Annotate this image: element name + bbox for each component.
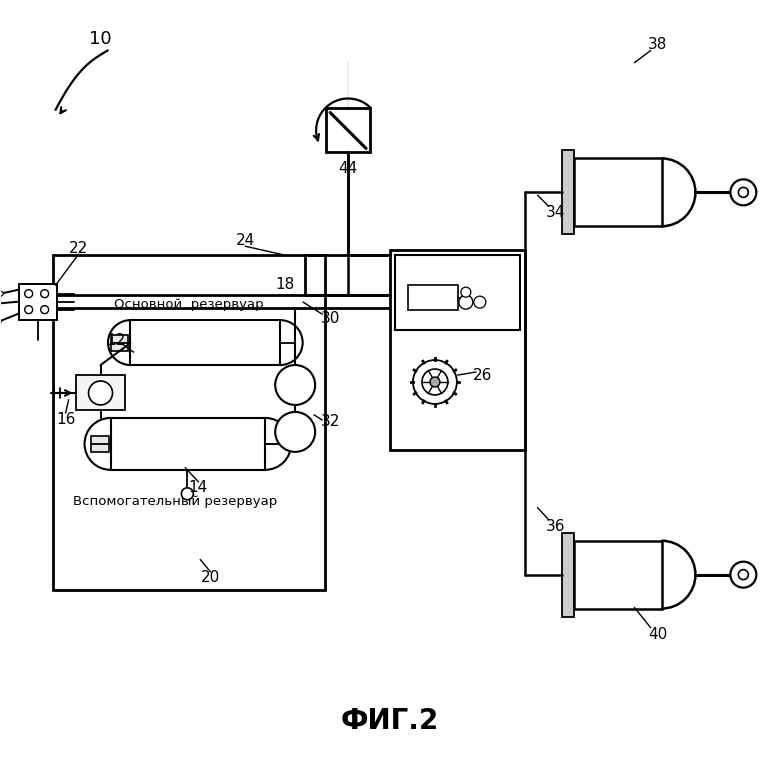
Text: 38: 38 (648, 37, 667, 52)
Text: 12: 12 (106, 333, 125, 347)
Circle shape (739, 188, 748, 198)
Circle shape (0, 291, 3, 296)
Text: 14: 14 (189, 480, 208, 496)
Bar (390, 250, 525, 450)
Circle shape (730, 179, 757, 205)
Text: Основной  резервуар: Основной резервуар (114, 298, 263, 311)
Text: Вспомогательный резервуар: Вспомогательный резервуар (73, 496, 278, 508)
Bar (19, 283, 57, 320)
Bar (408, 285, 458, 310)
Bar (573, 540, 661, 609)
Circle shape (41, 290, 48, 298)
Circle shape (41, 306, 48, 314)
Text: 20: 20 (200, 570, 220, 585)
Text: 44: 44 (339, 161, 358, 176)
Bar (76, 375, 126, 410)
Bar (562, 533, 573, 616)
Circle shape (0, 319, 2, 324)
Bar (562, 150, 573, 234)
Bar (52, 255, 325, 590)
Text: 36: 36 (546, 519, 566, 534)
Circle shape (430, 377, 440, 387)
Text: 22: 22 (69, 241, 88, 256)
Text: 40: 40 (648, 627, 667, 642)
Circle shape (25, 306, 33, 314)
Bar (90, 436, 108, 452)
Circle shape (473, 296, 486, 308)
Text: 24: 24 (236, 233, 255, 248)
Text: 30: 30 (321, 311, 340, 325)
Text: 10: 10 (89, 30, 112, 48)
Text: 18: 18 (275, 277, 295, 292)
Circle shape (461, 287, 471, 297)
Bar (130, 320, 280, 365)
Bar (395, 255, 519, 330)
Circle shape (182, 488, 193, 500)
Text: ФИГ.2: ФИГ.2 (341, 708, 439, 736)
Circle shape (739, 570, 748, 580)
Circle shape (25, 290, 33, 298)
Bar (111, 418, 265, 470)
Circle shape (422, 369, 448, 395)
Bar (326, 109, 370, 153)
Circle shape (275, 365, 315, 405)
Text: 34: 34 (546, 204, 566, 220)
Text: 26: 26 (473, 368, 492, 382)
Circle shape (730, 562, 757, 587)
Circle shape (413, 360, 457, 404)
Circle shape (89, 381, 112, 405)
Bar (111, 335, 129, 351)
Text: 16: 16 (56, 413, 76, 427)
Bar (573, 158, 661, 226)
Text: 32: 32 (321, 414, 340, 429)
Circle shape (459, 295, 473, 309)
Circle shape (275, 412, 315, 452)
